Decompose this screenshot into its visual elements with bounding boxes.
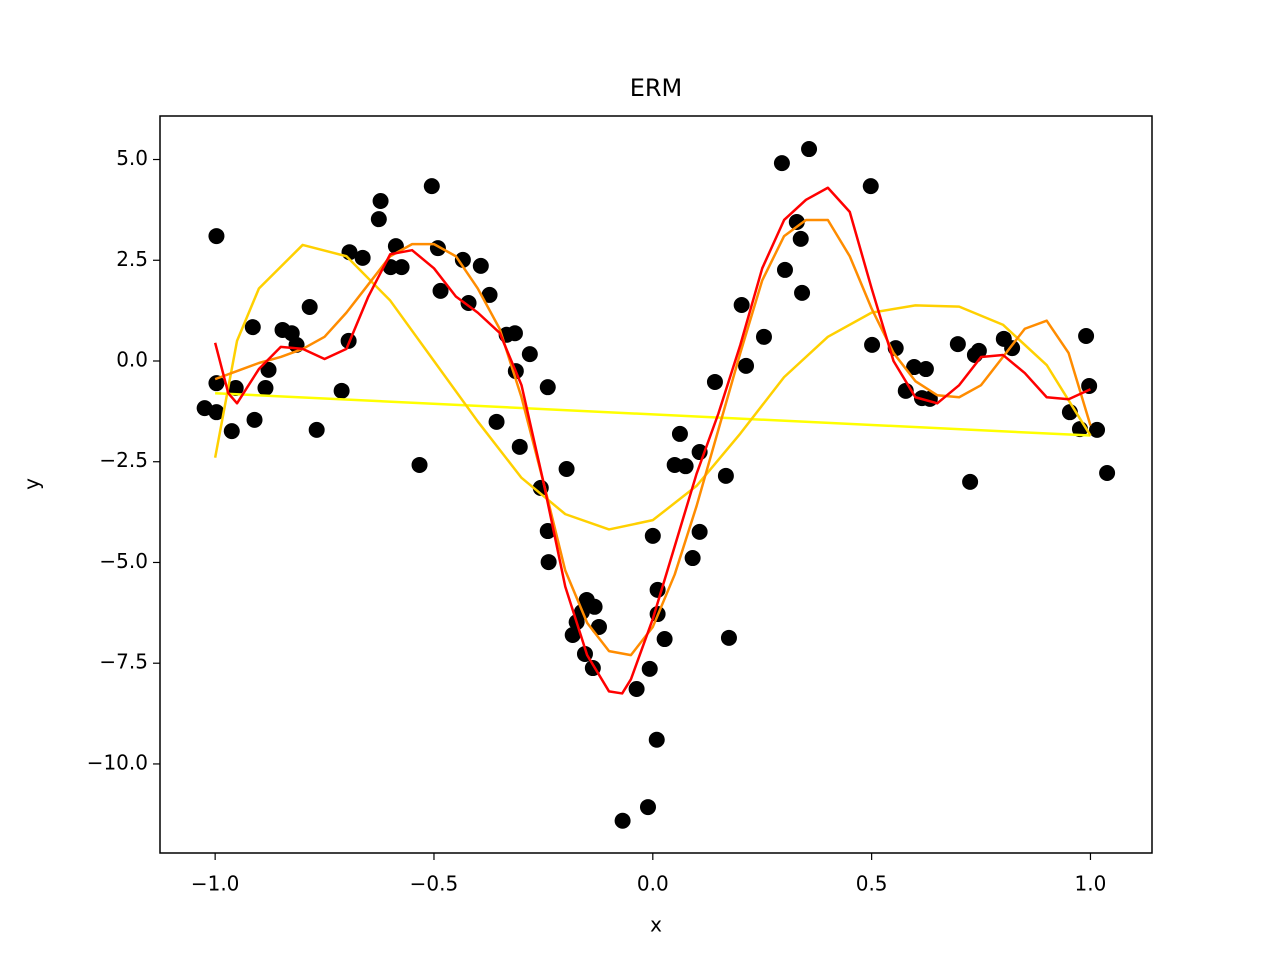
scatter-point <box>614 812 631 829</box>
scatter-point <box>227 379 244 396</box>
y-tick-label: −2.5 <box>99 448 148 472</box>
scatter-point <box>301 298 318 315</box>
chart-title: ERM <box>630 74 683 102</box>
scatter-point <box>460 294 477 311</box>
scatter-point <box>970 342 987 359</box>
scatter-point <box>244 319 261 336</box>
x-tick-label: −0.5 <box>410 872 459 896</box>
scatter-point <box>1078 328 1095 345</box>
scatter-point <box>1099 465 1116 482</box>
scatter-point <box>506 325 523 342</box>
scatter-point <box>481 286 498 303</box>
scatter-point <box>773 155 790 172</box>
line <box>213 186 1091 695</box>
scatter-point <box>1081 377 1098 394</box>
scatter-point <box>801 141 818 158</box>
y-tick-label: 0.0 <box>116 347 148 371</box>
scatter-point <box>644 527 661 544</box>
scatter-point <box>308 421 325 438</box>
y-tick-label: −10.0 <box>87 750 148 774</box>
scatter-point <box>488 413 505 430</box>
scatter-point <box>333 382 350 399</box>
scatter-point <box>539 379 556 396</box>
scatter-point <box>208 375 225 392</box>
scatter-point <box>792 230 809 247</box>
scatter-point <box>370 211 387 228</box>
x-axis-label: x <box>650 913 662 937</box>
scatter-point <box>1089 421 1106 438</box>
y-tick-label: 5.0 <box>116 146 148 170</box>
scatter-point <box>906 359 923 376</box>
scatter-point <box>776 261 793 278</box>
scatter-point <box>558 460 575 477</box>
scatter-point <box>472 257 489 274</box>
scatter-point <box>794 284 811 301</box>
scatter-point <box>354 249 371 266</box>
plot-frame <box>159 115 1153 854</box>
scatter-point <box>540 554 557 571</box>
x-tick-label: 0.0 <box>637 872 669 896</box>
scatter-point <box>962 473 979 490</box>
y-axis-label: y <box>20 478 44 490</box>
scatter-point <box>738 357 755 374</box>
scatter-point <box>755 328 772 345</box>
scatter-point <box>706 373 723 390</box>
scatter-point <box>639 799 656 816</box>
scatter-point <box>691 523 708 540</box>
scatter-point <box>260 361 277 378</box>
scatter-point <box>628 680 645 697</box>
scatter-point <box>372 193 389 210</box>
scatter-point <box>862 178 879 195</box>
scatter-point <box>864 336 881 353</box>
scatter-point <box>511 438 528 455</box>
y-tick-label: −5.0 <box>99 549 148 573</box>
y-tick-label: 2.5 <box>116 247 148 271</box>
scatter-point <box>684 550 701 567</box>
x-tick-label: −1.0 <box>191 872 240 896</box>
scatter-point <box>521 346 538 363</box>
scatter-point <box>423 178 440 195</box>
scatter-point <box>656 631 673 648</box>
line <box>213 243 1092 531</box>
scatter-point <box>257 379 274 396</box>
scatter-point <box>733 296 750 313</box>
scatter-point <box>648 731 665 748</box>
scatter-point <box>720 629 737 646</box>
scatter-point <box>564 627 581 644</box>
x-tick-label: 0.5 <box>856 872 888 896</box>
scatter-point <box>411 456 428 473</box>
scatter-point <box>917 361 934 378</box>
scatter-point <box>788 213 805 230</box>
scatter-point <box>393 259 410 276</box>
scatter-point <box>208 404 225 421</box>
y-tick-label: −7.5 <box>99 650 148 674</box>
scatter-point <box>641 660 658 677</box>
scatter-point <box>586 598 603 615</box>
scatter-point <box>677 458 694 475</box>
line <box>215 391 1091 437</box>
scatter-point <box>671 425 688 442</box>
x-tick-label: 1.0 <box>1075 872 1107 896</box>
scatter-point <box>432 282 449 299</box>
scatter-point <box>717 467 734 484</box>
scatter-point <box>949 336 966 353</box>
scatter-point <box>454 251 471 268</box>
scatter-point <box>223 423 240 440</box>
scatter-point <box>208 228 225 245</box>
scatter-point <box>246 411 263 428</box>
